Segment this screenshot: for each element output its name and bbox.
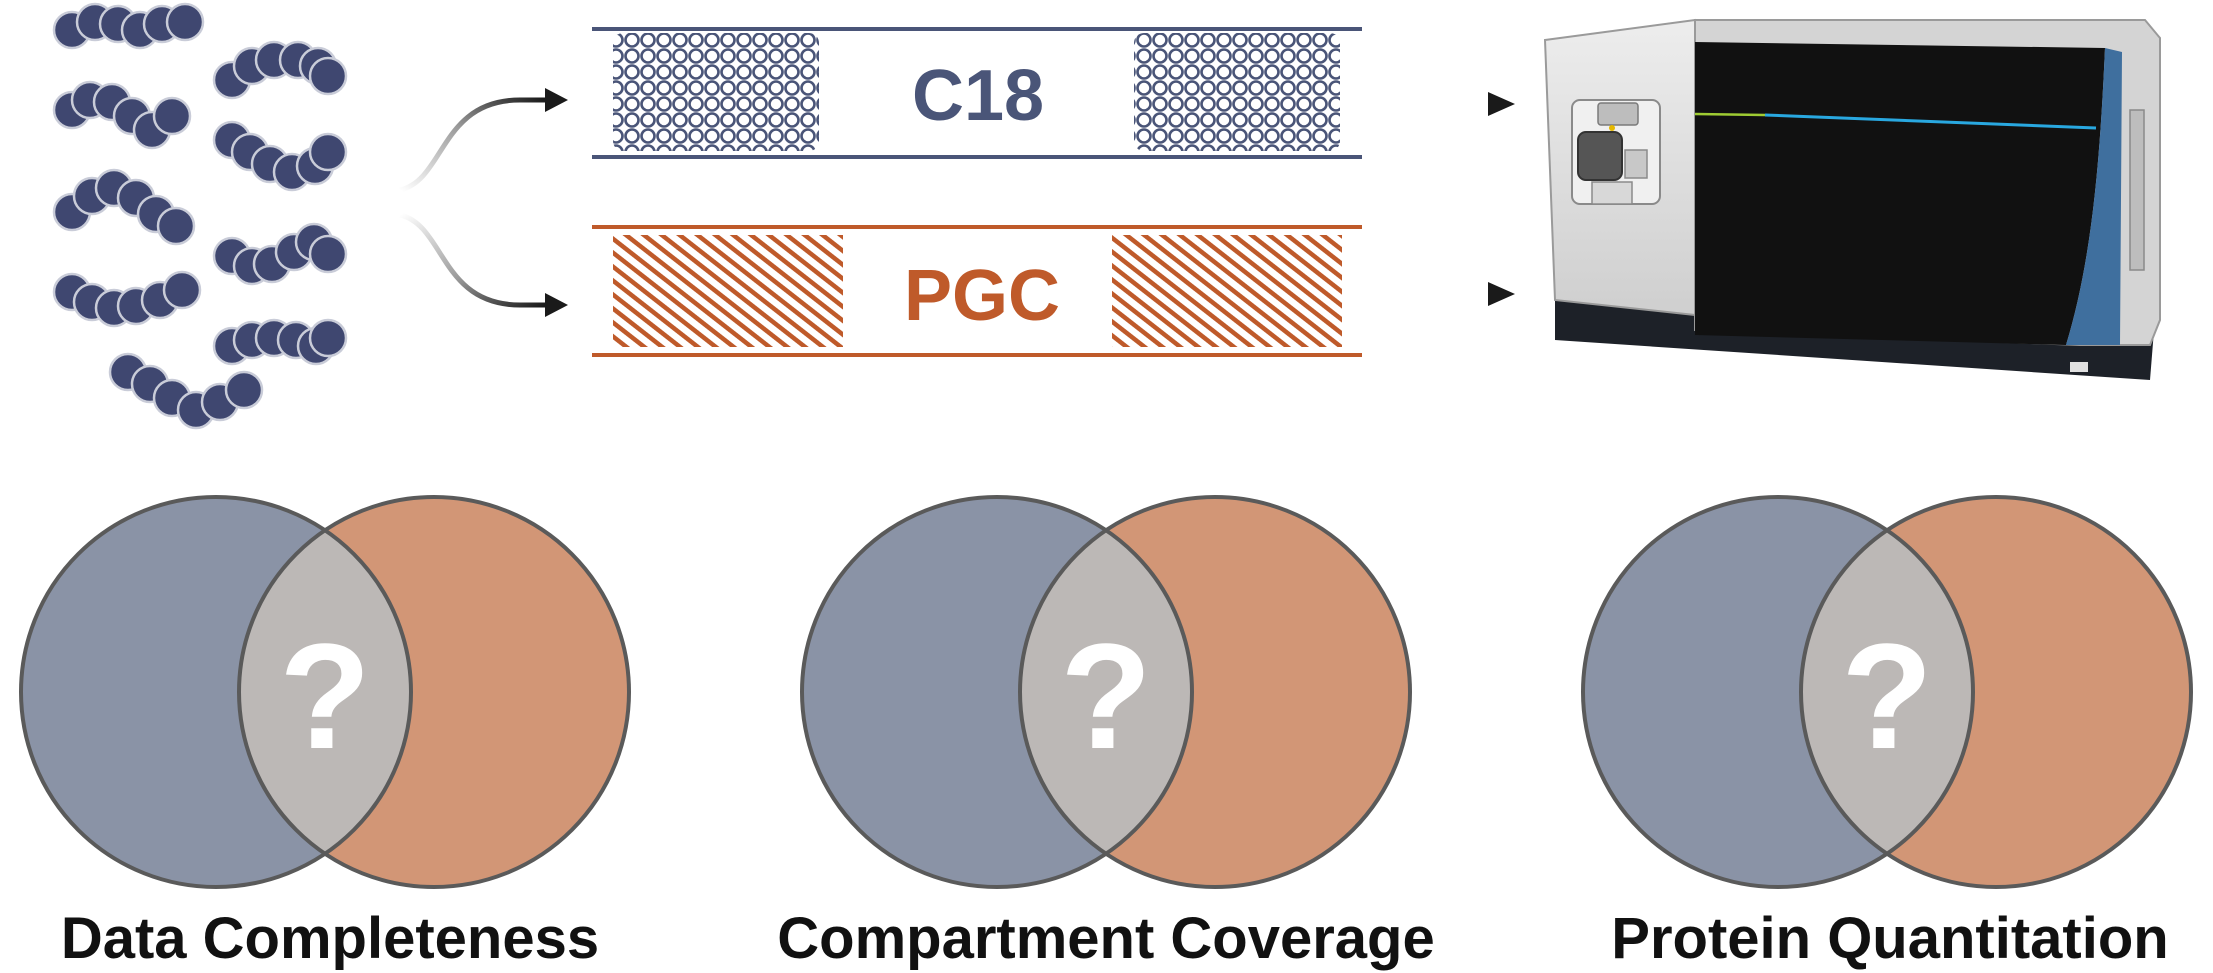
peptide-chain xyxy=(52,2,205,50)
caption-data-completeness: Data Completeness xyxy=(61,906,599,971)
pgc-column: PGC xyxy=(592,225,1362,357)
peptide-chain xyxy=(212,40,348,100)
caption-compartment-coverage: Compartment Coverage xyxy=(777,906,1434,971)
peptide-bead xyxy=(308,132,348,172)
caption-protein-quantitation: Protein Quantitation xyxy=(1611,906,2168,971)
mass-spectrometer-icon xyxy=(1543,18,2161,380)
peptide-chain xyxy=(108,352,264,430)
split-arrows xyxy=(399,88,568,317)
peptide-bead xyxy=(156,206,196,246)
peptide-chain xyxy=(52,270,202,328)
question-mark-3: ? xyxy=(1841,612,1933,780)
peptide-bead xyxy=(308,318,348,358)
peptide-chain xyxy=(212,120,348,192)
question-mark-1: ? xyxy=(279,612,371,780)
peptide-chain xyxy=(212,318,348,366)
peptide-chain xyxy=(52,80,192,150)
peptide-chain xyxy=(212,222,348,286)
venn-protein-quantitation: ? Protein Quantitation xyxy=(1581,495,2193,971)
c18-column: C18 xyxy=(592,27,1362,159)
peptide-bead xyxy=(308,56,348,96)
venn-data-completeness: ? Data Completeness xyxy=(19,495,631,971)
peptide-bead xyxy=(224,370,264,410)
venn-diagrams: ? Data Completeness ? Compartment Covera… xyxy=(19,495,2193,971)
peptide-bead xyxy=(165,2,205,42)
pgc-label: PGC xyxy=(904,256,1060,336)
peptide-bead xyxy=(308,234,348,274)
peptide-chains xyxy=(52,2,348,430)
c18-label: C18 xyxy=(912,56,1044,136)
peptide-bead xyxy=(162,270,202,310)
peptide-bead xyxy=(152,96,192,136)
instrument-arrows xyxy=(1395,92,1515,306)
venn-compartment-coverage: ? Compartment Coverage xyxy=(777,495,1435,971)
question-mark-2: ? xyxy=(1060,612,1152,780)
peptide-chain xyxy=(52,168,196,246)
